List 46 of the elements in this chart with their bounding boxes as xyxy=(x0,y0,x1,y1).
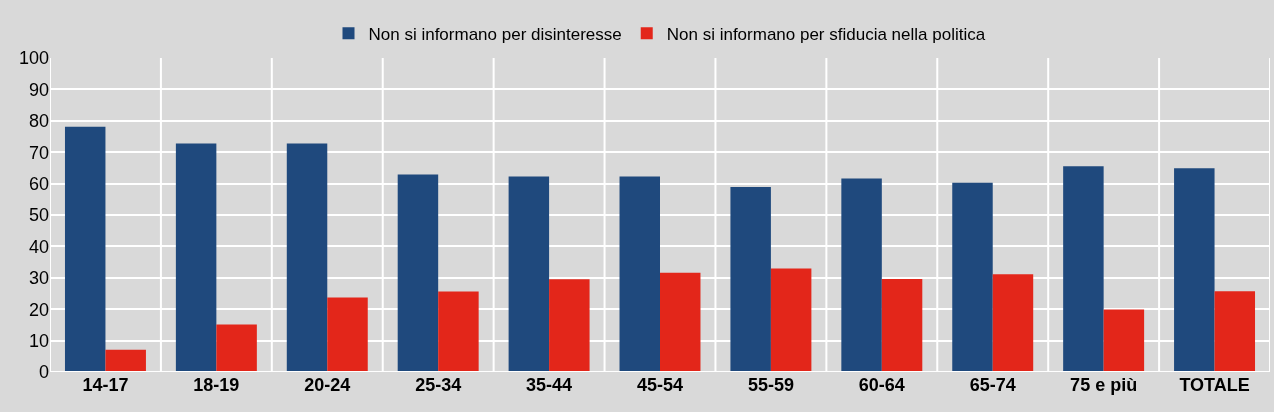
bar xyxy=(286,143,328,372)
x-tick-label: 25-34 xyxy=(415,375,462,395)
x-tick-label: 60-64 xyxy=(858,375,905,395)
x-tick-label: 55-59 xyxy=(747,375,794,395)
bar xyxy=(105,349,146,372)
y-tick-label: 100 xyxy=(18,48,49,69)
x-tick-label: 75 e più xyxy=(1070,375,1138,395)
bar xyxy=(730,187,771,372)
bar xyxy=(1103,309,1145,372)
legend-label: Non si informano per disinteresse xyxy=(368,24,622,44)
bar xyxy=(175,143,217,372)
bar xyxy=(549,279,590,372)
bar xyxy=(327,297,368,372)
x-tick-label: 14-17 xyxy=(82,375,129,395)
bar xyxy=(619,176,660,372)
bar xyxy=(1174,168,1215,372)
y-tick-label: 30 xyxy=(28,268,49,289)
y-tick-label: 90 xyxy=(28,79,49,100)
y-tick-label: 80 xyxy=(28,111,49,132)
bar xyxy=(1214,291,1256,372)
bar xyxy=(64,126,106,372)
legend-label: Non si informano per sfiducia nella politica xyxy=(666,24,986,44)
x-tick-label: 18-19 xyxy=(193,375,240,395)
bar xyxy=(992,274,1034,372)
y-tick-label: 70 xyxy=(28,142,49,163)
bar xyxy=(770,268,812,372)
bar xyxy=(660,272,701,372)
y-tick-label: 50 xyxy=(28,205,49,226)
y-tick-label: 20 xyxy=(28,299,49,320)
bar xyxy=(397,174,439,372)
bar xyxy=(438,291,479,372)
bar xyxy=(1063,166,1104,372)
x-tick-label: 65-74 xyxy=(969,375,1016,395)
x-tick-label: TOTALE xyxy=(1179,375,1250,395)
y-tick-label: 10 xyxy=(28,330,49,351)
bar xyxy=(881,279,923,372)
bar xyxy=(508,176,550,372)
bar xyxy=(216,324,257,372)
bar xyxy=(952,182,993,372)
x-tick-label: 45-54 xyxy=(636,375,684,395)
x-tick-label: 35-44 xyxy=(526,375,573,395)
bar xyxy=(841,178,882,372)
x-tick-label: 20-24 xyxy=(304,375,351,395)
y-tick-label: 0 xyxy=(38,362,49,383)
y-tick-label: 60 xyxy=(28,173,49,194)
y-tick-label: 40 xyxy=(28,236,49,257)
